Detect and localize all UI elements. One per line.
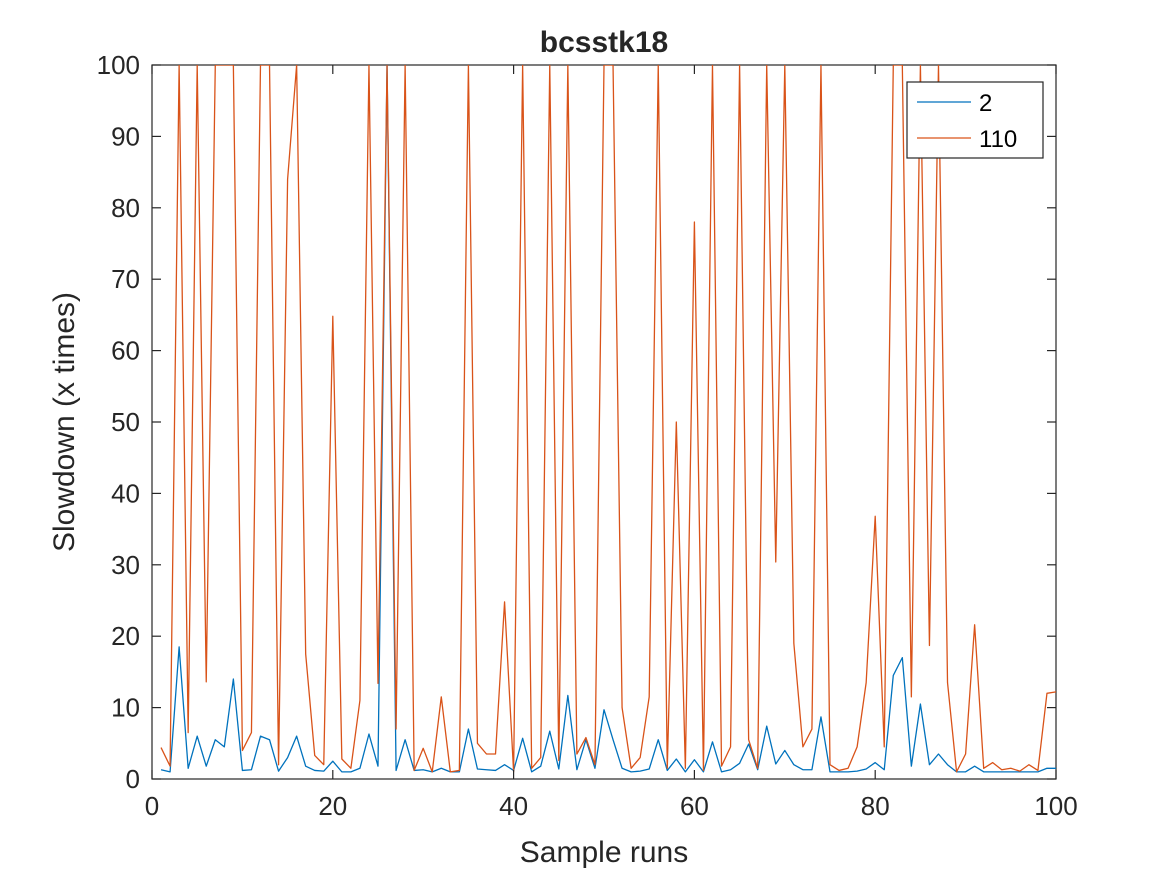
y-tick-label: 0: [126, 764, 140, 794]
y-tick-label: 50: [111, 407, 140, 437]
x-tick-label: 40: [499, 791, 528, 821]
y-tick-label: 40: [111, 478, 140, 508]
x-tick-label: 20: [318, 791, 347, 821]
y-tick-label: 20: [111, 621, 140, 651]
chart-title: bcsstk18: [540, 26, 668, 59]
x-tick-label: 100: [1034, 791, 1077, 821]
y-tick-label: 30: [111, 550, 140, 580]
x-axis-label: Sample runs: [520, 836, 688, 869]
series-line-110: [160, 65, 1056, 773]
legend-box: [906, 81, 1044, 159]
x-tick-label: 0: [145, 791, 159, 821]
series-layer: [160, 65, 1056, 773]
legend-label-2: 2: [979, 90, 992, 117]
y-axis-label: Slowdown (x times): [48, 292, 81, 552]
y-tick-label: 90: [111, 121, 140, 151]
x-tick-label: 60: [680, 791, 709, 821]
y-tick-label: 100: [97, 50, 140, 80]
series-line-2: [160, 65, 1056, 773]
y-tick-label: 10: [111, 693, 140, 723]
y-tick-label: 60: [111, 336, 140, 366]
legend-label-110: 110: [979, 126, 1017, 153]
x-tick-label: 80: [861, 791, 890, 821]
y-tick-label: 80: [111, 193, 140, 223]
axes-layer: 0 20 40 60 80 100 0 10 20 30 40 50 60 70 80 90 100: [97, 50, 1078, 821]
y-tick-label: 70: [111, 264, 140, 294]
